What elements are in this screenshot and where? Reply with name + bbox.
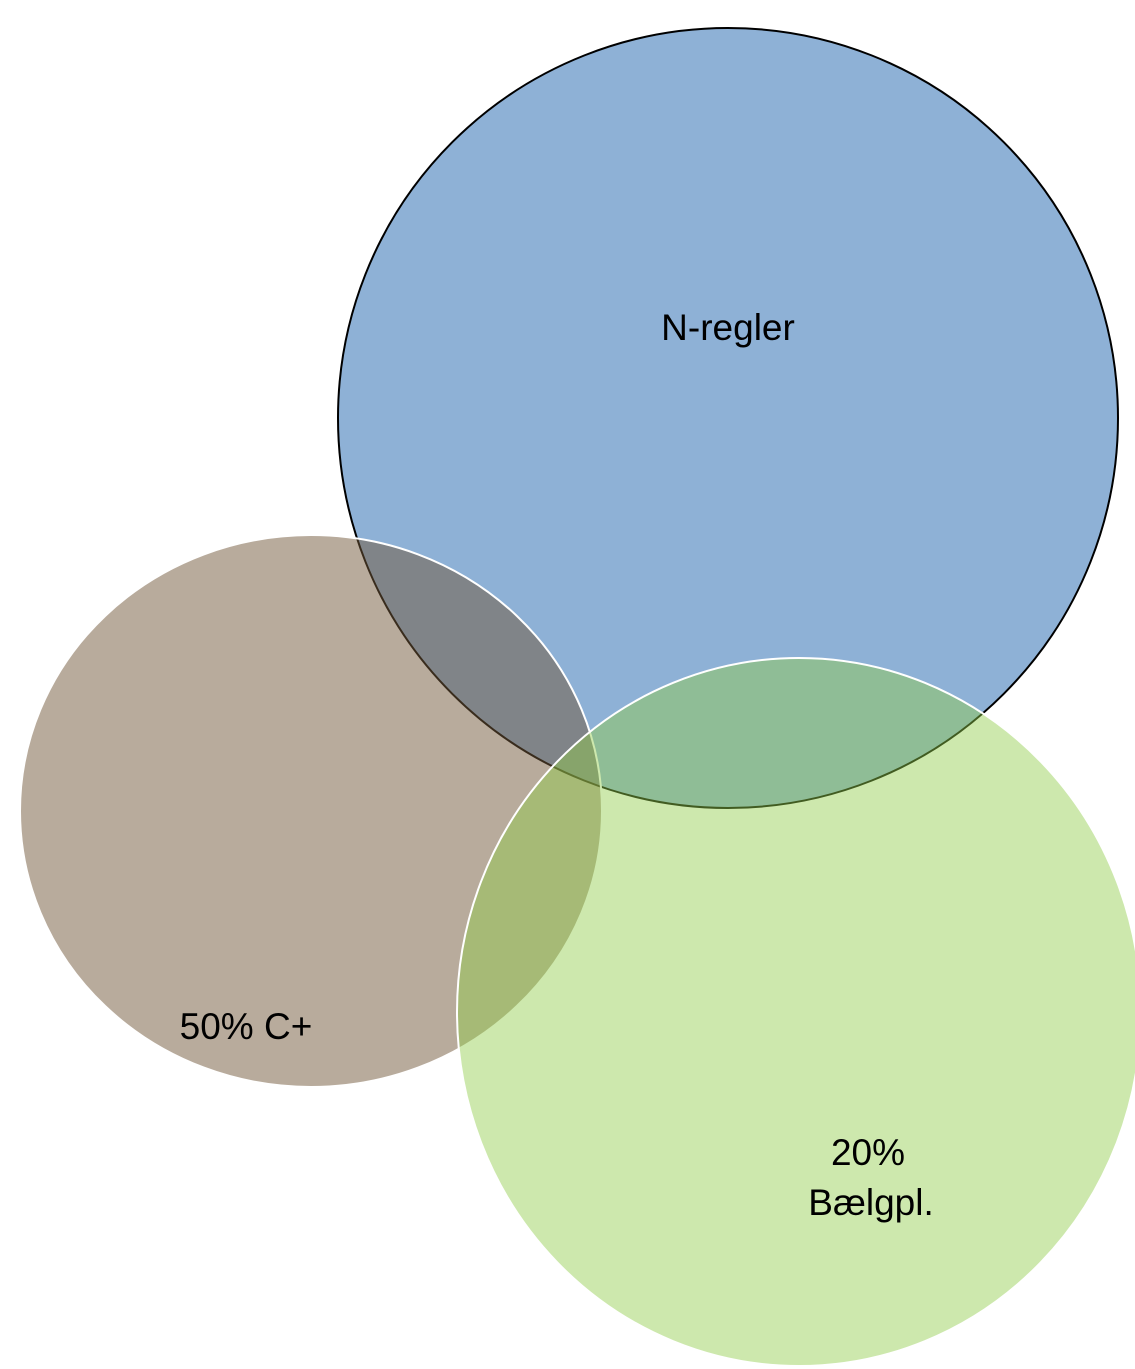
label-baelgpl-line: Bælgpl.: [808, 1182, 933, 1223]
circle-c-plus: [19, 534, 603, 1088]
circle-baelgpl: [456, 657, 1135, 1367]
label-baelgpl-line: 20%: [831, 1132, 905, 1173]
label-c-plus: 50% C+: [180, 1006, 313, 1047]
label-n-regler: N-regler: [661, 307, 795, 348]
circle-n-regler: [337, 27, 1119, 809]
